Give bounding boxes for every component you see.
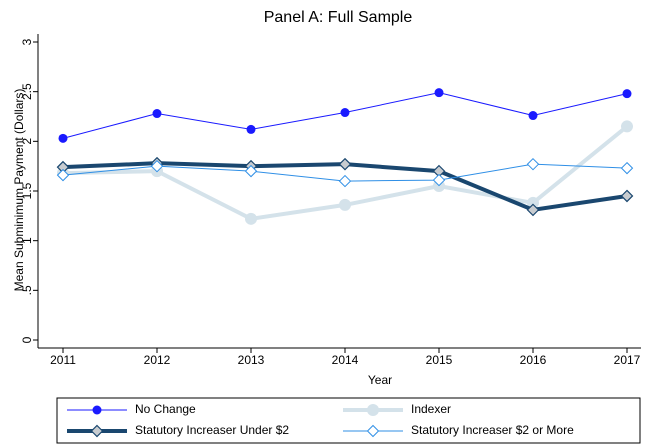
point	[526, 203, 540, 217]
point	[339, 198, 351, 211]
y-tick-label: 0	[20, 336, 34, 343]
point	[150, 159, 164, 173]
point	[58, 133, 68, 143]
legend-label: No Change	[135, 402, 196, 416]
point	[245, 212, 257, 225]
point	[527, 196, 539, 209]
point	[340, 108, 350, 118]
y-tick-label: 1	[20, 237, 34, 244]
point	[152, 109, 162, 119]
legend-marker	[90, 424, 104, 438]
legend-label: Statutory Increaser Under $2	[135, 423, 289, 437]
point	[622, 89, 632, 99]
chart-title: Panel A: Full Sample	[264, 9, 413, 26]
legend-box	[56, 397, 641, 444]
x-tick-label: 2011	[50, 353, 76, 367]
point	[338, 174, 352, 188]
legend-label: Statutory Increaser $2 or More	[411, 423, 574, 437]
y-tick-label: 2	[20, 138, 34, 145]
point	[244, 164, 258, 178]
y-tick-label: .5	[20, 285, 34, 295]
point	[338, 157, 352, 171]
y-tick-label: 2.5	[20, 83, 34, 100]
y-tick-label: 3	[20, 38, 34, 45]
point	[620, 189, 634, 203]
x-tick-label: 2012	[144, 353, 171, 367]
point	[246, 124, 256, 134]
point	[620, 161, 634, 175]
point	[621, 120, 633, 133]
point	[432, 173, 446, 187]
legend-marker	[92, 405, 102, 415]
x-tick-label: 2013	[238, 353, 265, 367]
x-tick-label: 2014	[332, 353, 359, 367]
point	[528, 111, 538, 121]
y-tick-label: 1.5	[20, 182, 34, 199]
x-axis-label: Year	[368, 373, 392, 387]
point	[526, 157, 540, 171]
x-tick-label: 2016	[520, 353, 547, 367]
legend-marker	[366, 424, 380, 438]
legend-marker	[367, 404, 379, 416]
y-axis-label: Mean Subminimum Payment (Dollars)	[12, 89, 26, 292]
x-tick-label: 2017	[614, 353, 641, 367]
point	[56, 168, 70, 182]
point	[434, 88, 444, 98]
legend-label: Indexer	[411, 402, 451, 416]
x-tick-label: 2015	[426, 353, 453, 367]
